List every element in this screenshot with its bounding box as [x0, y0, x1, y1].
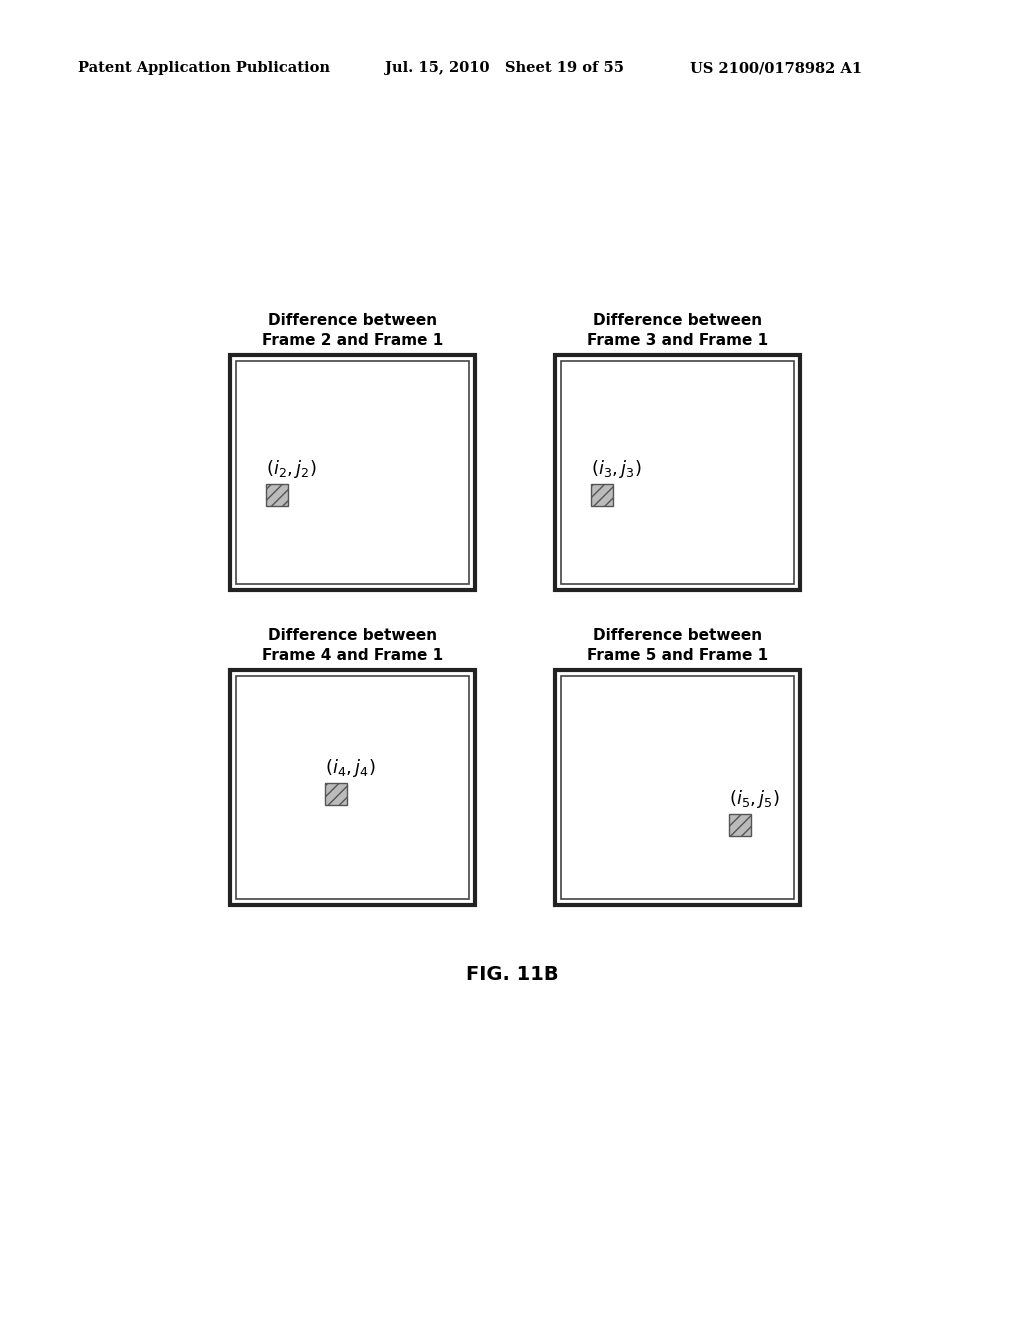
Bar [266, 483, 289, 506]
Text: Frame 4 and Frame 1: Frame 4 and Frame 1 [262, 648, 443, 663]
Bar [230, 355, 475, 590]
Bar [236, 360, 469, 583]
Text: US 2100/0178982 A1: US 2100/0178982 A1 [690, 61, 862, 75]
Bar [561, 676, 794, 899]
Bar [230, 671, 475, 906]
Text: Frame 5 and Frame 1: Frame 5 and Frame 1 [587, 648, 768, 663]
Text: FIG. 11B: FIG. 11B [466, 965, 558, 983]
Bar [325, 783, 346, 805]
Text: Patent Application Publication: Patent Application Publication [78, 61, 330, 75]
Text: $(i_2, j_2)$: $(i_2, j_2)$ [266, 458, 317, 479]
Text: $(i_3, j_3)$: $(i_3, j_3)$ [591, 458, 642, 479]
Text: Difference between: Difference between [268, 313, 437, 327]
Text: Frame 2 and Frame 1: Frame 2 and Frame 1 [262, 333, 443, 348]
Bar [555, 355, 800, 590]
Text: Difference between: Difference between [593, 313, 762, 327]
Bar [591, 483, 613, 506]
Bar [729, 814, 751, 837]
Text: Difference between: Difference between [593, 628, 762, 643]
Bar [236, 676, 469, 899]
Text: $(i_4, j_4)$: $(i_4, j_4)$ [325, 758, 375, 779]
Bar [561, 360, 794, 583]
Text: Frame 3 and Frame 1: Frame 3 and Frame 1 [587, 333, 768, 348]
Text: $(i_5, j_5)$: $(i_5, j_5)$ [729, 788, 779, 810]
Text: Difference between: Difference between [268, 628, 437, 643]
Bar [555, 671, 800, 906]
Text: Jul. 15, 2010   Sheet 19 of 55: Jul. 15, 2010 Sheet 19 of 55 [385, 61, 624, 75]
